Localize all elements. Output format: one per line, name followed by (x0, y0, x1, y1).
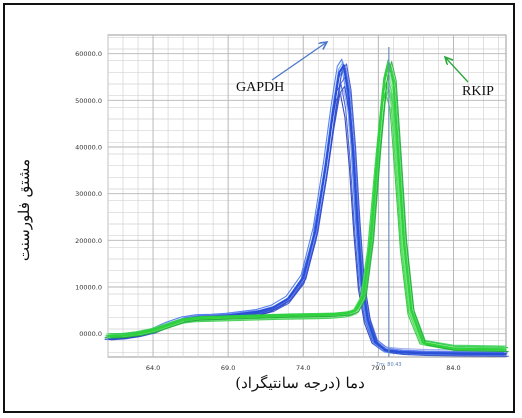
annotation-arrows (271, 42, 469, 83)
x-tick-label: 64.0 (146, 364, 160, 372)
y-tick-label: 0000.0 (79, 330, 102, 338)
melt-curves (104, 58, 509, 357)
x-tick-label: 74.0 (296, 364, 310, 372)
series-rkip-trace (110, 61, 509, 353)
x-tick-label: 79.0 (371, 364, 385, 372)
y-tick-label: 60000.0 (75, 50, 102, 58)
x-tick-label: 69.0 (221, 364, 235, 372)
series-rkip-line (107, 61, 507, 351)
x-tick-label: 84.0 (446, 364, 460, 372)
rkip-arrow (445, 57, 469, 83)
grid (107, 34, 507, 358)
tick-labels: 64.0 69.0 74.0 79.0 84.0 0000.0 10000.0 20000.0… (75, 50, 461, 372)
y-axis-label: مشتق فلورسنت (15, 158, 33, 262)
series-label-gapdh: GAPDH (236, 80, 285, 95)
tm-marker: Tm: 80.43 (375, 47, 402, 368)
x-axis-label: دما (درجه سانتیگراد) (235, 374, 365, 392)
series-label-rkip: RKIP (462, 84, 494, 99)
plot-area (107, 34, 507, 358)
chart-frame (3, 3, 515, 413)
gapdh-arrow (271, 42, 327, 81)
y-tick-label: 40000.0 (75, 144, 102, 152)
y-tick-label: 10000.0 (75, 284, 102, 292)
tm-marker-label: Tm: 80.43 (375, 362, 402, 368)
series-rkip-curves (104, 59, 509, 353)
y-tick-label: 30000.0 (75, 190, 102, 198)
y-tick-label: 20000.0 (75, 237, 102, 245)
y-tick-label: 50000.0 (75, 97, 102, 105)
